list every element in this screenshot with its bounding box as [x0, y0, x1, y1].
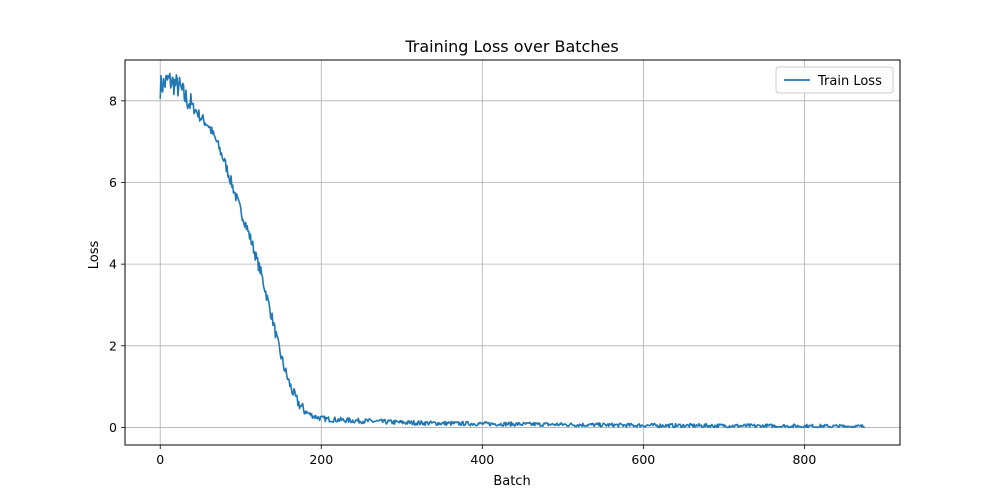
y-tick-label: 4: [109, 257, 117, 272]
x-tick-label: 200: [309, 452, 333, 467]
series-line-train-loss: [159, 72, 865, 429]
legend-box: [775, 66, 894, 94]
x-axis-label: Batch: [493, 474, 530, 489]
x-tick-label: 400: [470, 452, 494, 467]
y-tick-label: 0: [109, 420, 117, 435]
y-tick-label: 2: [109, 338, 117, 353]
x-tick-label: 600: [631, 452, 655, 467]
x-tick-label: 0: [156, 452, 164, 467]
x-tick-label: 800: [792, 452, 816, 467]
grid: [125, 60, 900, 445]
y-axis-label: Loss: [87, 241, 102, 270]
legend: Train Loss: [775, 66, 894, 94]
axis-ticks: 0 200 400 600 800 0 2 4 6 8: [109, 93, 816, 467]
y-tick-label: 6: [109, 175, 117, 190]
y-tick-label: 8: [109, 93, 117, 108]
chart-title: Training Loss over Batches: [404, 37, 618, 56]
legend-label-train-loss: Train Loss: [817, 74, 882, 89]
plot-frame: [124, 59, 901, 446]
